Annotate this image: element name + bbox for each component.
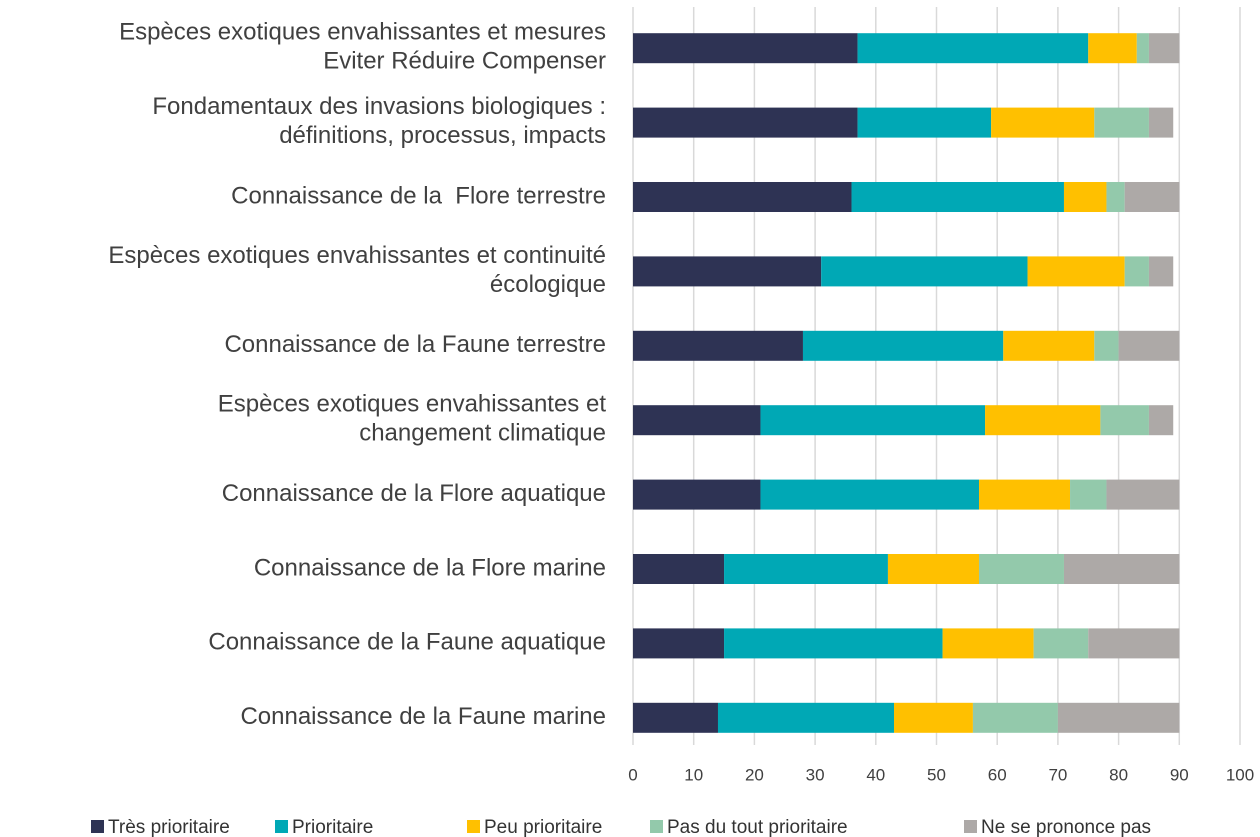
bar-segment	[633, 256, 822, 287]
bar-segment	[821, 256, 1028, 287]
bar-segment	[802, 330, 1004, 361]
legend-swatch	[91, 820, 104, 833]
bar-segment	[1088, 33, 1137, 64]
y-tick-label: Connaissance de la Flore marine	[254, 554, 606, 581]
bar-segment	[978, 479, 1071, 510]
bar-segment	[1124, 256, 1149, 287]
y-tick-label: Connaissance de la Faune terrestre	[224, 331, 606, 358]
bar-segment	[985, 405, 1101, 436]
legend-label: Très prioritaire	[108, 817, 230, 837]
legend-label: Pas du tout prioritaire	[667, 817, 848, 837]
y-tick-label: Espèces exotiques envahissantes et mesur…	[119, 19, 606, 75]
bar-segment	[633, 405, 761, 436]
x-tick-label: 60	[988, 765, 1007, 784]
bar-segment	[1063, 554, 1180, 584]
bar-segment	[1033, 628, 1089, 659]
bar-segment	[724, 554, 888, 584]
bar-segment	[942, 628, 1034, 659]
bar-segment	[972, 702, 1058, 733]
bar-segment	[1148, 33, 1180, 64]
bar-segment	[851, 182, 1064, 212]
bar-segment	[857, 107, 992, 138]
bar-segment	[633, 479, 761, 510]
legend-swatch	[275, 820, 288, 833]
bar-segment	[1057, 702, 1180, 733]
legend-swatch	[467, 820, 480, 833]
bar-segment	[978, 554, 1064, 584]
bar-segment	[724, 628, 943, 659]
y-tick-label: Espèces exotiques envahissantes et change…	[218, 391, 607, 447]
x-tick-label: 80	[1109, 765, 1128, 784]
bar-segment	[633, 182, 852, 212]
x-tick-label: 100	[1226, 765, 1254, 784]
bar-segment	[1094, 330, 1119, 361]
legend-swatch	[964, 820, 977, 833]
bar-segment	[1124, 182, 1180, 212]
bar-segment	[1148, 107, 1174, 138]
x-tick-label: 20	[745, 765, 764, 784]
bar-segment	[991, 107, 1095, 138]
bar-segment	[1118, 330, 1180, 361]
bar-segment	[1100, 405, 1149, 436]
bar-segment	[717, 702, 895, 733]
x-tick-label: 50	[927, 765, 946, 784]
bar-segment	[1094, 107, 1149, 138]
x-tick-label: 70	[1048, 765, 1067, 784]
y-tick-label: Fondamentaux des invasions biologiques :…	[152, 93, 606, 149]
legend-swatch	[650, 820, 663, 833]
x-tick-label: 0	[628, 765, 637, 784]
bar-segment	[894, 702, 973, 733]
bar-segment	[1106, 479, 1180, 510]
bar-segment	[1136, 33, 1149, 64]
y-tick-label: Connaissance de la Faune aquatique	[208, 629, 606, 656]
bar-segment	[1148, 256, 1174, 287]
bar-segment	[1148, 405, 1174, 436]
bar-segment	[1088, 628, 1180, 659]
bar-segment	[1070, 479, 1107, 510]
bar-segment	[760, 405, 986, 436]
legend-label: Ne se prononce pas	[981, 817, 1151, 837]
x-tick-label: 90	[1170, 765, 1189, 784]
bar-segment	[633, 554, 725, 584]
x-tick-label: 10	[684, 765, 703, 784]
legend-label: Peu prioritaire	[484, 817, 602, 837]
bar-segment	[1027, 256, 1125, 287]
y-tick-label: Connaissance de la Flore terrestre	[231, 182, 606, 209]
y-tick-label: Connaissance de la Faune marine	[240, 703, 606, 730]
bar-segment	[633, 628, 725, 659]
bar-segment	[633, 33, 858, 64]
x-tick-label: 30	[806, 765, 825, 784]
y-tick-label: Espèces exotiques envahissantes et conti…	[108, 242, 606, 298]
y-tick-label: Connaissance de la Flore aquatique	[222, 480, 606, 507]
bar-segment	[857, 33, 1089, 64]
bar-segment	[633, 330, 803, 361]
bar-segment	[1063, 182, 1107, 212]
bar-segment	[760, 479, 979, 510]
bar-segment	[633, 107, 858, 138]
legend-label: Prioritaire	[292, 817, 373, 837]
bar-segment	[1003, 330, 1095, 361]
bar-segment	[1106, 182, 1125, 212]
x-tick-label: 40	[866, 765, 885, 784]
bar-segment	[633, 702, 718, 733]
bar-segment	[887, 554, 979, 584]
